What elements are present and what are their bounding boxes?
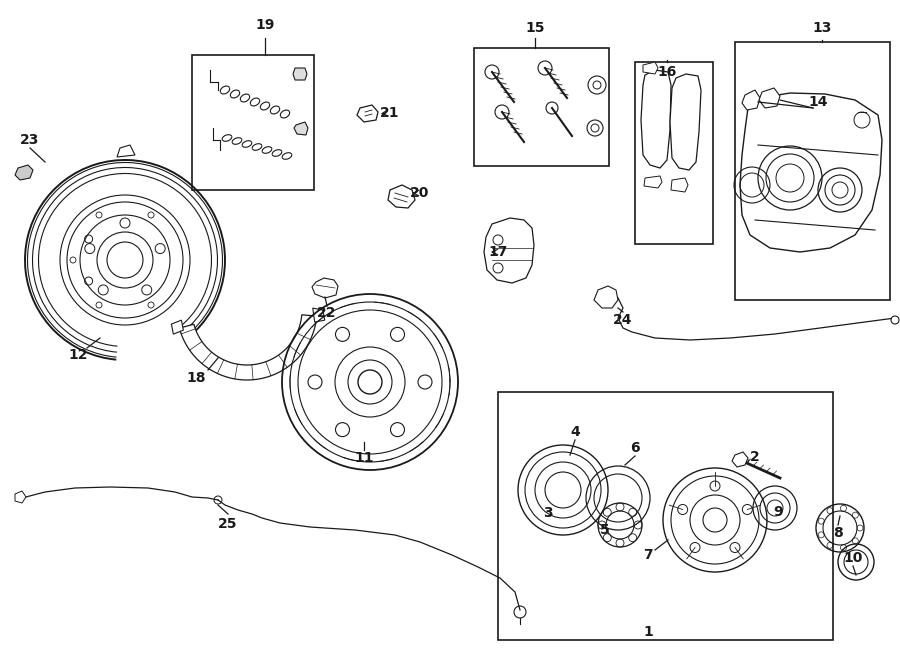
Text: 11: 11 <box>355 451 374 465</box>
Text: 23: 23 <box>21 133 40 147</box>
Polygon shape <box>179 315 317 380</box>
Polygon shape <box>15 165 33 180</box>
Polygon shape <box>759 88 780 108</box>
Polygon shape <box>15 491 26 503</box>
Polygon shape <box>171 320 184 334</box>
Text: 21: 21 <box>380 106 400 120</box>
Bar <box>498 392 833 640</box>
Text: 22: 22 <box>317 306 337 320</box>
Polygon shape <box>641 70 671 168</box>
Text: 2: 2 <box>750 450 760 464</box>
Polygon shape <box>643 62 658 74</box>
Polygon shape <box>312 308 325 322</box>
Circle shape <box>703 508 727 532</box>
Text: 6: 6 <box>630 441 640 455</box>
Text: 16: 16 <box>657 65 677 79</box>
Polygon shape <box>312 278 338 298</box>
Polygon shape <box>484 218 534 283</box>
Text: 7: 7 <box>644 548 652 562</box>
Text: 14: 14 <box>808 95 828 109</box>
Text: 18: 18 <box>186 371 206 385</box>
Polygon shape <box>670 74 701 170</box>
Polygon shape <box>740 93 882 252</box>
Polygon shape <box>742 90 760 110</box>
Text: 5: 5 <box>600 523 610 537</box>
Polygon shape <box>117 145 135 157</box>
Text: 10: 10 <box>843 551 863 565</box>
Circle shape <box>891 316 899 324</box>
Bar <box>192 55 314 190</box>
Text: 3: 3 <box>544 506 553 520</box>
Text: 25: 25 <box>218 517 238 531</box>
Circle shape <box>358 370 382 394</box>
Text: 19: 19 <box>256 18 274 32</box>
Text: 20: 20 <box>410 186 429 200</box>
Polygon shape <box>294 122 308 135</box>
Polygon shape <box>671 178 688 192</box>
Polygon shape <box>644 176 662 188</box>
Text: 1: 1 <box>644 625 652 639</box>
Text: 9: 9 <box>773 505 783 519</box>
Polygon shape <box>594 286 618 308</box>
Polygon shape <box>388 185 415 208</box>
Text: 15: 15 <box>526 21 544 35</box>
Polygon shape <box>357 105 378 122</box>
Text: 13: 13 <box>813 21 832 35</box>
Bar <box>635 62 713 244</box>
Text: 4: 4 <box>570 425 580 439</box>
Text: 8: 8 <box>833 526 843 540</box>
Polygon shape <box>732 452 748 467</box>
Bar <box>474 48 609 166</box>
Text: 12: 12 <box>68 348 88 362</box>
Text: 24: 24 <box>613 313 633 327</box>
Text: 17: 17 <box>489 245 508 259</box>
Polygon shape <box>293 68 307 80</box>
Bar <box>735 42 890 300</box>
